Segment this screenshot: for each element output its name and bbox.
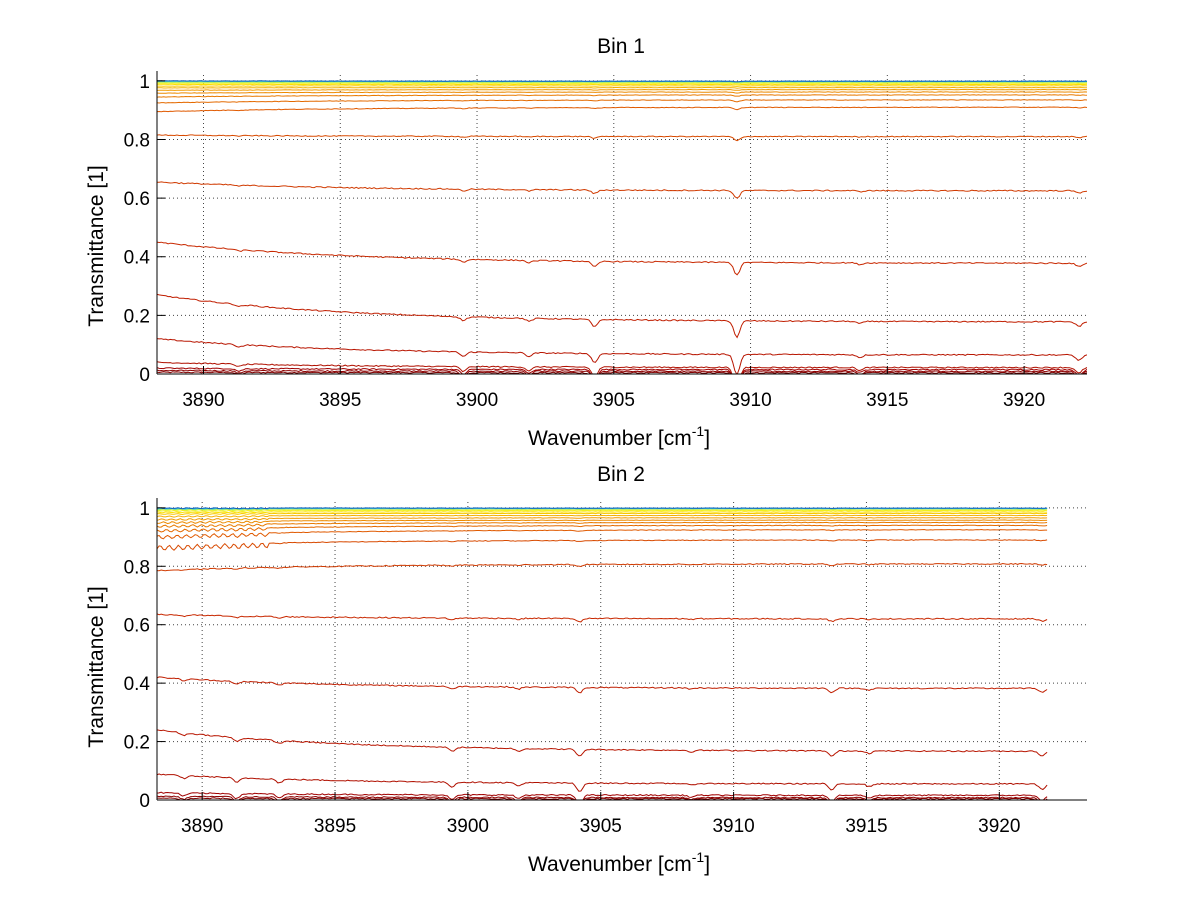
- x-axis-label: Wavenumber [cm-1]: [528, 849, 710, 876]
- chart-title: Bin 1: [597, 35, 645, 58]
- series-line: [157, 369, 1087, 374]
- x-tick-label: 3900: [456, 390, 498, 411]
- series-line: [157, 83, 1087, 86]
- series-line: [157, 512, 1048, 516]
- x-tick-label: 3915: [845, 816, 887, 837]
- x-tick-label: 3900: [447, 816, 489, 837]
- series-line: [157, 613, 1048, 623]
- x-tick-label: 3905: [580, 816, 622, 837]
- series-line: [157, 528, 1048, 540]
- x-tick-label: 3920: [1003, 390, 1045, 411]
- ticks: 3890 3895 3900 3905 3910 3915 3920 0 0.2 0.4 0.6 0.…: [124, 72, 1046, 411]
- series-line: [157, 795, 1048, 800]
- series-line: [157, 85, 1087, 87]
- series-line: [157, 181, 1087, 199]
- series-line: [157, 99, 1087, 104]
- series-line: [157, 791, 1048, 800]
- x-tick-label: 3910: [729, 390, 771, 411]
- series-line: [157, 524, 1048, 533]
- series-lines: [157, 507, 1048, 800]
- x-axis-label-superscript: -1: [692, 849, 705, 865]
- series-line: [157, 511, 1048, 514]
- x-axis-label-superscript: -1: [692, 423, 705, 439]
- series-line: [157, 519, 1048, 525]
- y-tick-label: 0.6: [124, 616, 150, 637]
- series-line: [157, 509, 1048, 512]
- series-line: [157, 539, 1048, 551]
- x-tick-label: 3920: [978, 816, 1020, 837]
- x-tick-label: 3905: [593, 390, 635, 411]
- series-line: [157, 91, 1087, 94]
- series-line: [157, 517, 1048, 521]
- x-tick-label: 3890: [181, 816, 223, 837]
- y-tick-label: 0.2: [124, 733, 150, 754]
- y-axis-label: Transmittance [1]: [85, 586, 108, 747]
- series-line: [157, 293, 1087, 339]
- series-line: [157, 86, 1087, 89]
- series-line: [157, 729, 1048, 757]
- y-tick-label: 0.2: [124, 306, 150, 327]
- axes-bin-1: Bin 1 Transmittance [1] Wavenumber [cm-1…: [85, 35, 1087, 450]
- series-line: [157, 521, 1048, 528]
- series-line: [157, 94, 1087, 98]
- series-line: [157, 80, 1087, 83]
- y-tick-label: 0.8: [124, 130, 150, 151]
- x-tick-label: 3890: [182, 390, 224, 411]
- y-axis-label: Transmittance [1]: [85, 165, 108, 326]
- x-axis-label-main: Wavenumber [cm: [528, 853, 692, 876]
- y-tick-label: 0.8: [124, 557, 150, 578]
- series-line: [157, 338, 1087, 374]
- y-tick-label: 0: [139, 791, 150, 812]
- x-tick-label: 3910: [712, 816, 754, 837]
- x-axis-label-suffix: ]: [704, 427, 710, 450]
- series-line: [157, 88, 1087, 91]
- y-tick-label: 0.4: [124, 248, 151, 269]
- chart-title: Bin 2: [597, 463, 645, 486]
- series-line: [157, 241, 1087, 276]
- x-tick-label: 3915: [866, 390, 908, 411]
- y-tick-label: 1: [139, 72, 150, 93]
- x-tick-label: 3895: [314, 816, 356, 837]
- series-lines: [157, 80, 1087, 374]
- x-axis-label-suffix: ]: [704, 853, 710, 876]
- series-line: [157, 367, 1087, 374]
- x-axis-label: Wavenumber [cm-1]: [528, 423, 710, 450]
- series-line: [157, 562, 1048, 572]
- series-line: [157, 106, 1087, 113]
- series-line: [157, 676, 1048, 694]
- series-line: [157, 514, 1048, 518]
- x-tick-label: 3895: [319, 390, 361, 411]
- x-axis-label-main: Wavenumber [cm: [528, 427, 692, 450]
- axes-bin-2: Bin 2 Transmittance [1] Wavenumber [cm-1…: [85, 463, 1087, 876]
- series-line: [157, 134, 1087, 142]
- ticks: 3890 3895 3900 3905 3910 3915 3920 0 0.2 0.4 0.6 0.…: [124, 499, 1021, 837]
- series-line: [157, 361, 1087, 374]
- y-tick-label: 0.4: [124, 674, 151, 695]
- series-line: [157, 773, 1048, 792]
- series-line: [157, 82, 1087, 85]
- y-tick-label: 1: [139, 499, 150, 520]
- series-line: [157, 507, 1048, 510]
- y-tick-label: 0: [139, 365, 150, 386]
- y-tick-label: 0.6: [124, 189, 150, 210]
